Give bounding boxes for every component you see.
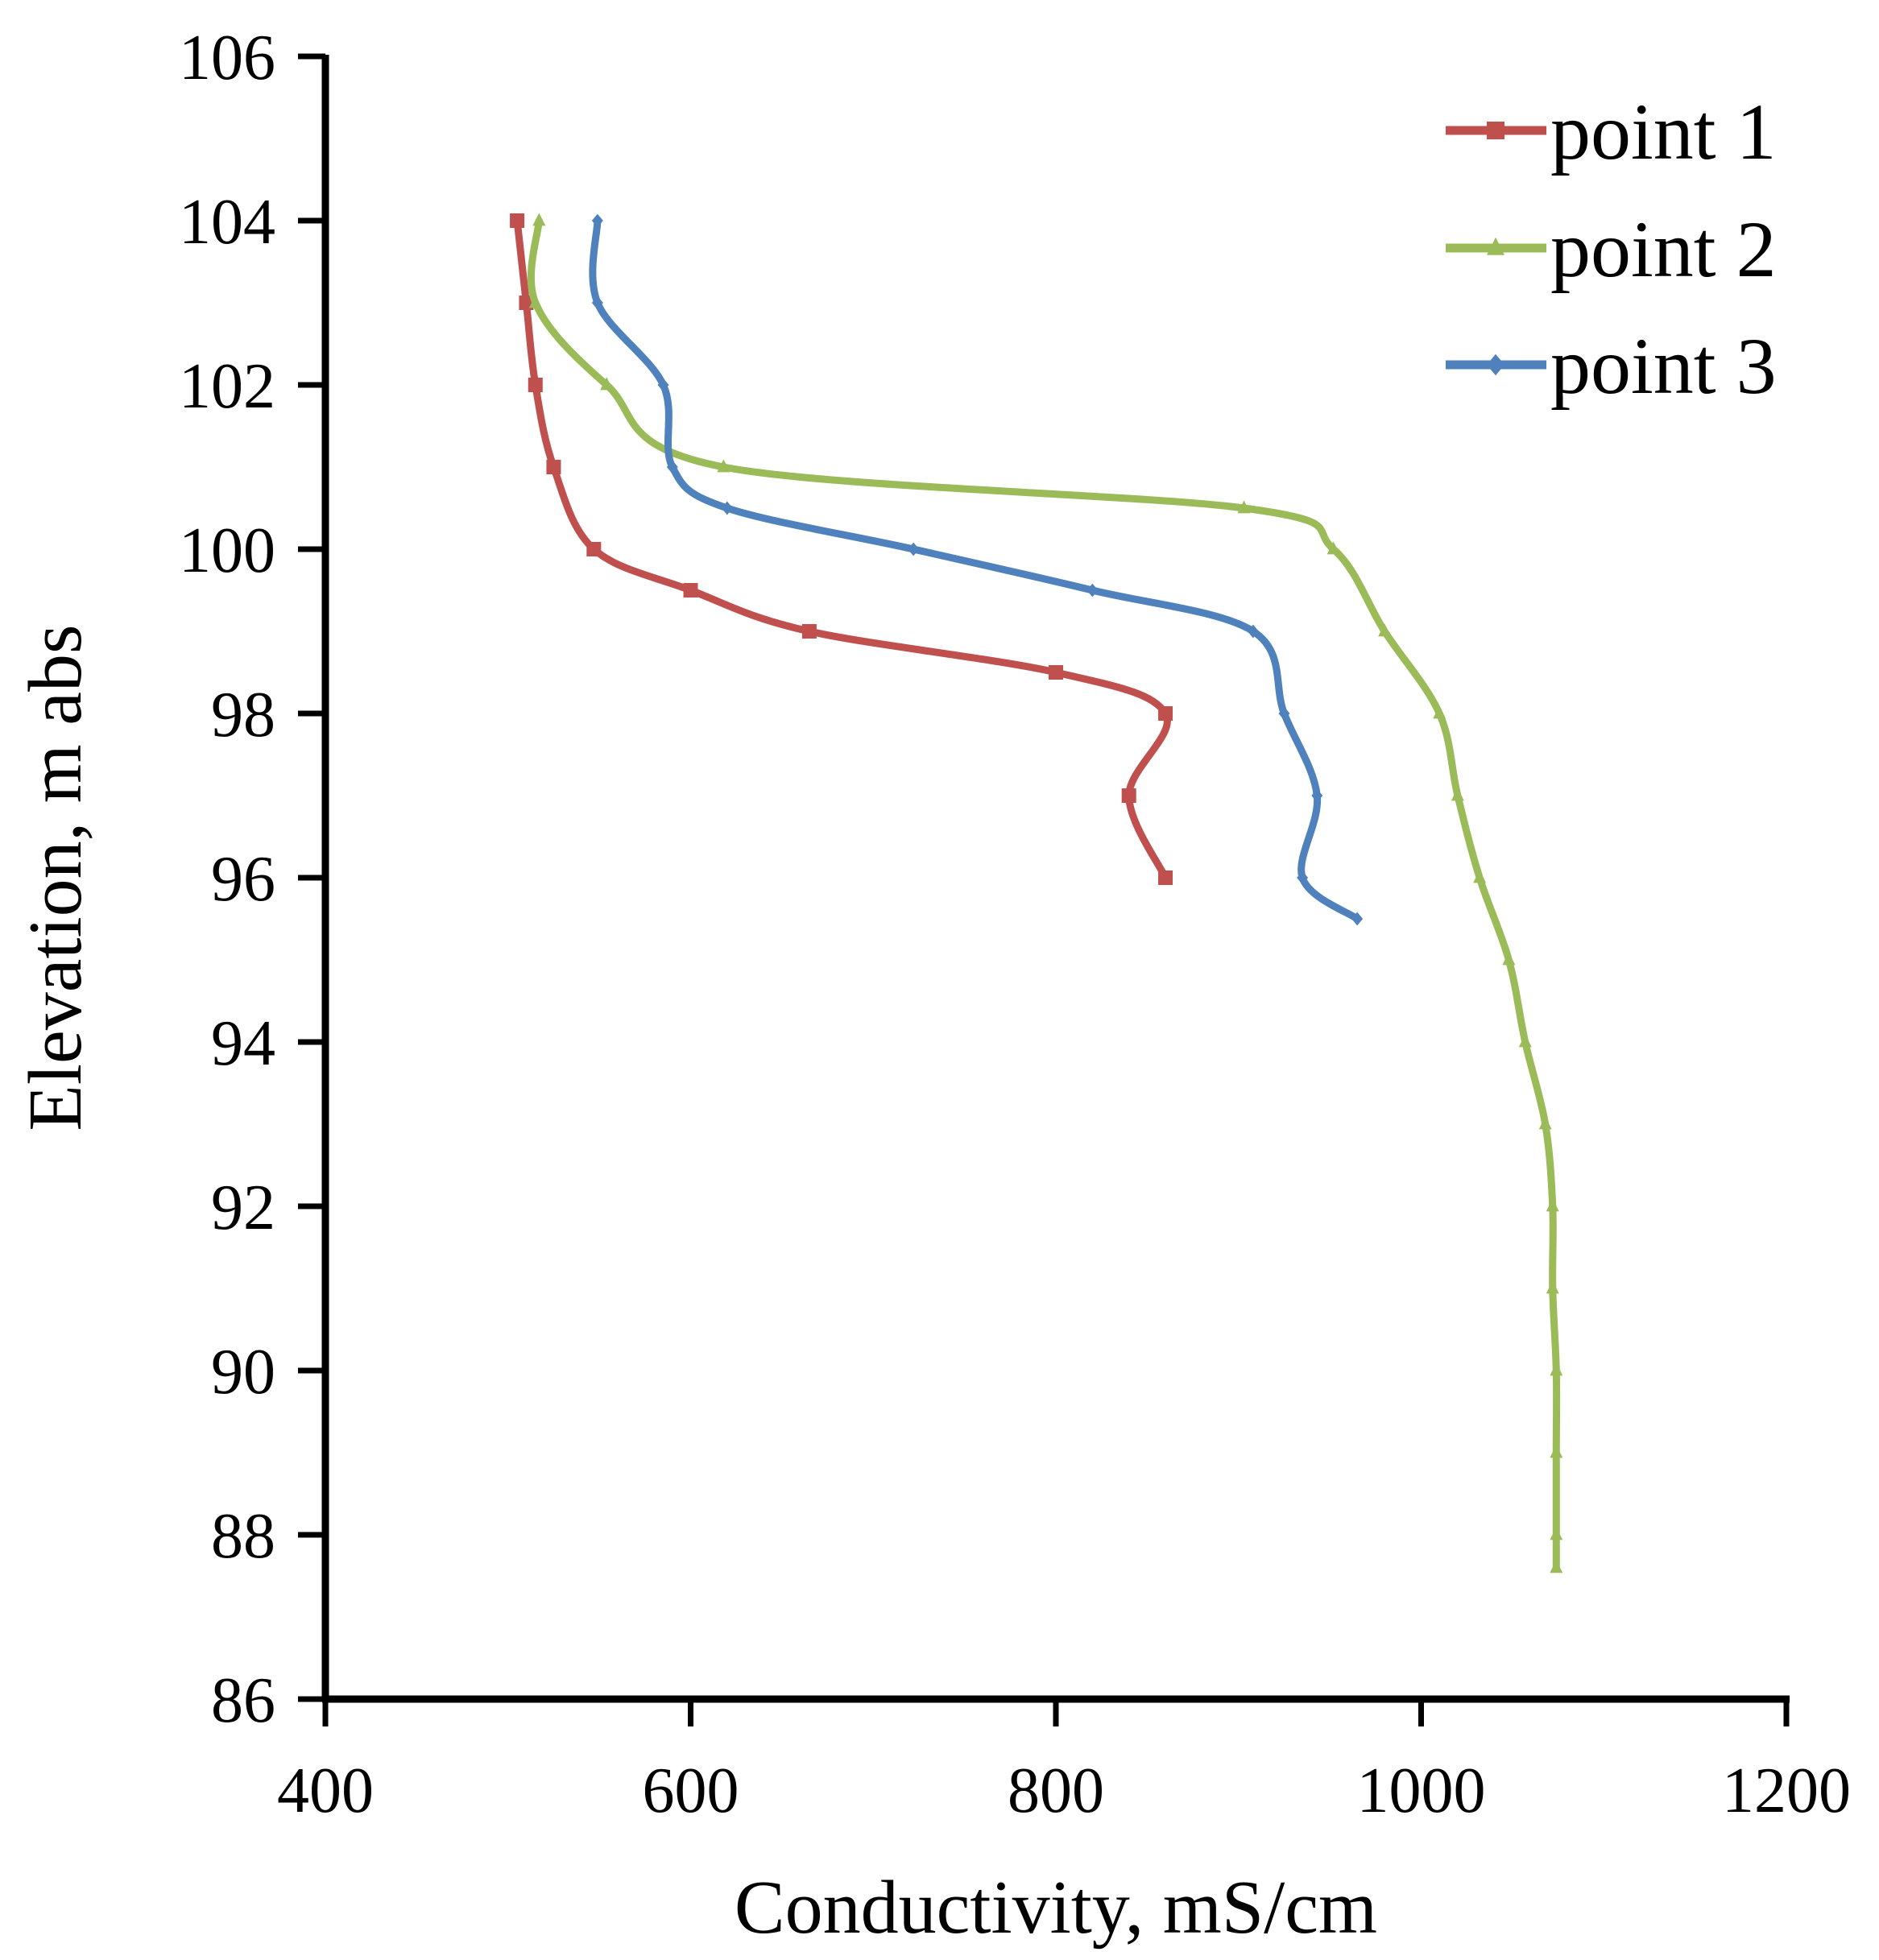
- data-point: [528, 295, 542, 308]
- y-tick-label: 88: [211, 1501, 275, 1572]
- data-point: [1351, 912, 1364, 926]
- data-point: [1473, 870, 1487, 883]
- y-tick-label: 96: [211, 844, 275, 915]
- data-point: [1451, 788, 1464, 801]
- legend-label: point 2: [1550, 205, 1777, 294]
- legend: point 1 point 2 point 3: [1446, 87, 1777, 411]
- y-tick-label: 92: [211, 1172, 275, 1243]
- data-point: [1247, 624, 1259, 639]
- y-tick-label: 90: [211, 1337, 275, 1408]
- x-axis-title: Conductivity, mS/cm: [735, 1866, 1377, 1950]
- data-point: [591, 213, 603, 228]
- data-point: [1433, 705, 1446, 719]
- series-line: [513, 217, 1171, 882]
- legend-label: point 3: [1550, 321, 1777, 411]
- data-point: [1311, 788, 1323, 803]
- data-point: [908, 542, 920, 556]
- data-point: [546, 460, 561, 474]
- series-line: [527, 217, 1561, 1572]
- y-tick-label: 94: [211, 1008, 275, 1079]
- data-point: [1326, 541, 1340, 555]
- series-3: [589, 213, 1364, 926]
- data-point: [717, 459, 730, 473]
- data-point: [1158, 706, 1173, 721]
- data-point: [1121, 788, 1136, 803]
- data-point: [1237, 500, 1251, 514]
- y-tick-label: 104: [179, 187, 275, 258]
- data-point: [1550, 1527, 1563, 1540]
- data-point: [1538, 1116, 1552, 1130]
- x-tick-label: 600: [643, 1755, 739, 1826]
- data-point: [1049, 665, 1063, 680]
- data-point: [1297, 870, 1309, 885]
- data-point: [600, 377, 614, 391]
- x-tick-label: 1200: [1722, 1755, 1851, 1826]
- legend-item-1: point 1: [1446, 87, 1777, 176]
- data-point: [683, 583, 698, 598]
- legend-item-3: point 3: [1446, 321, 1777, 411]
- series-2: [527, 213, 1563, 1573]
- x-tick-label: 400: [277, 1755, 374, 1826]
- legend-item-2: point 2: [1446, 205, 1777, 294]
- legend-swatch-marker: [1487, 237, 1504, 255]
- data-point: [1550, 1560, 1563, 1573]
- legend-label: point 1: [1550, 87, 1777, 176]
- data-point: [1518, 1034, 1532, 1048]
- data-point: [1546, 1198, 1559, 1212]
- x-tick-label: 1000: [1357, 1755, 1486, 1826]
- series-line: [589, 217, 1361, 923]
- data-point: [1546, 1280, 1559, 1294]
- x-tick-label: 800: [1008, 1755, 1104, 1826]
- y-axis-title: Elevation, m abs: [14, 624, 97, 1131]
- data-point: [657, 378, 669, 392]
- data-point: [721, 501, 733, 515]
- data-point: [528, 378, 543, 392]
- series-1: [510, 213, 1173, 885]
- data-point: [1086, 583, 1099, 598]
- y-tick-label: 102: [179, 351, 275, 422]
- data-point: [586, 542, 602, 556]
- data-point: [1502, 952, 1516, 966]
- data-point: [666, 460, 678, 474]
- data-point: [1278, 706, 1290, 721]
- y-tick-label: 106: [179, 23, 275, 93]
- legend-swatch-marker: [1487, 122, 1504, 139]
- series-layer: [510, 213, 1563, 1573]
- data-point: [510, 213, 525, 228]
- data-point: [1550, 1362, 1563, 1376]
- data-point: [1158, 870, 1173, 885]
- legend-swatch-marker: [1487, 354, 1504, 376]
- data-point: [801, 624, 817, 639]
- y-tick-label: 86: [211, 1665, 275, 1736]
- data-point: [1378, 623, 1392, 637]
- data-point: [532, 213, 546, 226]
- axes: 86 88 90 92 94 96 98 100 102 104 106 400 600 800 1000 1…: [179, 23, 1851, 1826]
- y-tick-label: 100: [179, 515, 275, 586]
- data-point: [591, 296, 603, 310]
- data-point: [1550, 1445, 1563, 1458]
- y-tick-label: 98: [211, 680, 275, 751]
